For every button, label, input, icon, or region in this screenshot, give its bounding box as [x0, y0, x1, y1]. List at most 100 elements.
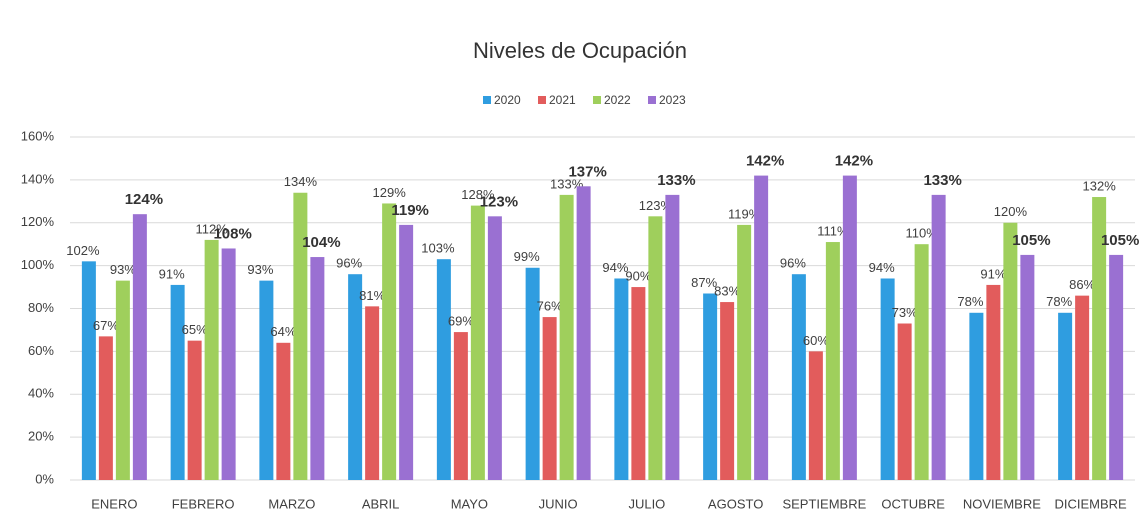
bar — [525, 267, 540, 480]
bar — [1003, 222, 1018, 480]
bar — [931, 194, 946, 480]
x-tick-label: JULIO — [628, 496, 665, 511]
y-tick-label: 0% — [35, 471, 54, 486]
bar — [648, 216, 663, 480]
bar — [221, 248, 236, 480]
bar — [1020, 254, 1035, 480]
y-tick-label: 140% — [21, 171, 55, 186]
bar — [276, 342, 291, 480]
bar — [81, 261, 96, 480]
data-label: 119% — [391, 202, 429, 219]
x-tick-label: ENERO — [91, 496, 137, 511]
data-label: 129% — [373, 185, 407, 200]
data-label: 93% — [110, 262, 136, 277]
legend-label: 2023 — [659, 93, 686, 107]
bar — [825, 242, 840, 480]
data-label: 69% — [448, 314, 474, 329]
data-label: 94% — [602, 260, 628, 275]
legend-label: 2022 — [604, 93, 631, 107]
bar — [791, 274, 806, 480]
data-label: 64% — [270, 324, 296, 339]
data-label: 112% — [195, 221, 228, 236]
data-label: 96% — [336, 256, 362, 271]
legend-swatch — [483, 96, 491, 104]
data-label: 73% — [892, 305, 918, 320]
y-tick-label: 40% — [28, 386, 54, 401]
bar — [559, 194, 574, 480]
bar — [614, 278, 629, 480]
bar — [737, 224, 752, 480]
y-tick-label: 20% — [28, 429, 54, 444]
data-label: 87% — [691, 275, 717, 290]
bar — [310, 257, 325, 480]
bar — [365, 306, 380, 480]
bar — [914, 244, 929, 480]
bar — [703, 293, 718, 480]
data-label: 86% — [1069, 277, 1095, 292]
bar — [1058, 312, 1073, 480]
bar — [293, 192, 308, 481]
y-tick-label: 120% — [21, 214, 55, 229]
data-label: 133% — [550, 176, 584, 191]
y-tick-label: 80% — [28, 300, 54, 315]
bar — [115, 280, 130, 480]
bar — [170, 284, 185, 480]
bar — [453, 332, 468, 480]
data-label: 142% — [746, 153, 784, 170]
bar — [487, 216, 502, 480]
bar — [98, 336, 113, 480]
x-tick-label: JUNIO — [539, 496, 578, 511]
bar — [348, 274, 363, 480]
bar — [132, 214, 147, 481]
data-label: 132% — [1083, 178, 1117, 193]
bar — [1109, 254, 1124, 480]
bar — [470, 205, 485, 480]
data-label: 90% — [625, 269, 651, 284]
bar — [808, 351, 823, 480]
data-label: 91% — [980, 266, 1006, 281]
bar — [631, 287, 646, 480]
bar — [986, 284, 1001, 480]
data-label: 60% — [803, 333, 829, 348]
data-label: 91% — [159, 266, 185, 281]
bar — [187, 340, 202, 480]
bar — [969, 312, 984, 480]
data-label: 111% — [817, 223, 849, 238]
x-tick-label: OCTUBRE — [881, 496, 945, 511]
data-label: 103% — [421, 241, 455, 256]
data-label: 94% — [869, 260, 895, 275]
data-label: 81% — [359, 288, 385, 303]
x-tick-label: MARZO — [268, 496, 315, 511]
data-label: 105% — [1101, 232, 1139, 249]
data-label: 123% — [639, 198, 673, 213]
legend-label: 2021 — [549, 93, 576, 107]
data-label: 133% — [657, 172, 695, 189]
legend-swatch — [593, 96, 601, 104]
data-label: 120% — [994, 204, 1028, 219]
data-label: 65% — [182, 322, 208, 337]
data-label: 99% — [514, 249, 540, 264]
bar — [665, 194, 680, 480]
bar — [204, 239, 219, 480]
data-label: 105% — [1012, 232, 1050, 249]
data-label: 119% — [728, 206, 761, 221]
x-tick-label: AGOSTO — [708, 496, 763, 511]
x-tick-label: SEPTIEMBRE — [782, 496, 866, 511]
x-tick-label: NOVIEMBRE — [963, 496, 1041, 511]
bar — [576, 186, 591, 480]
data-label: 78% — [1046, 294, 1072, 309]
bar — [399, 224, 414, 480]
chart-title: Niveles de Ocupación — [473, 38, 687, 63]
bar — [897, 323, 912, 480]
data-label: 83% — [714, 284, 740, 299]
data-label: 102% — [66, 243, 100, 258]
x-tick-label: FEBRERO — [172, 496, 235, 511]
data-label: 96% — [780, 256, 806, 271]
data-label: 93% — [247, 262, 273, 277]
data-label: 123% — [480, 193, 518, 210]
data-label: 142% — [835, 153, 873, 170]
data-label: 78% — [957, 294, 983, 309]
bar — [382, 203, 397, 481]
y-tick-label: 60% — [28, 343, 54, 358]
bar — [720, 302, 735, 480]
